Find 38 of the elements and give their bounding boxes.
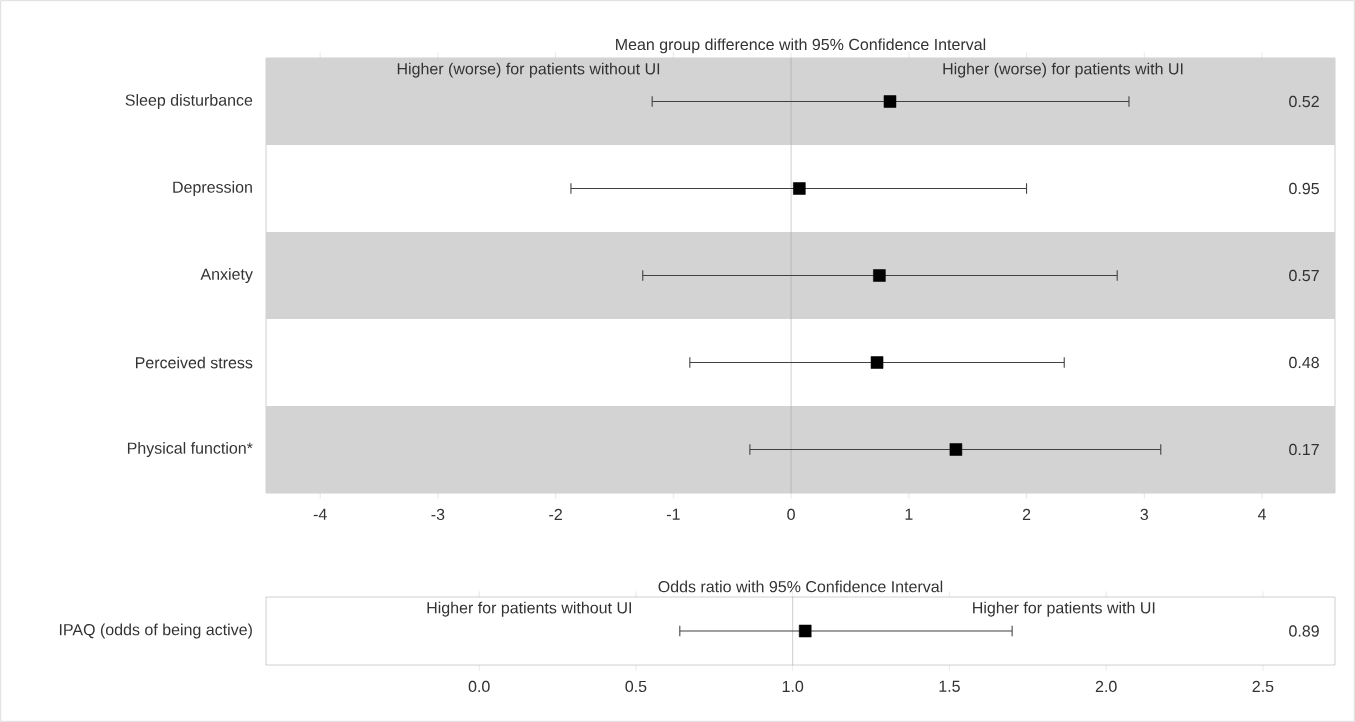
point	[870, 356, 884, 369]
x-tick-label: 2.0	[1095, 680, 1117, 693]
x-tick-label: 1.5	[939, 680, 960, 692]
chart-title: Odds ratio with 95% Confidence Interval	[658, 580, 943, 593]
x-tick-label: 2	[1022, 508, 1031, 520]
point	[883, 95, 897, 108]
y-tick-label: IPAQ (odds of being active)	[59, 623, 252, 639]
y-tick-label: Sleep disturbance	[125, 94, 253, 109]
chart-title: Mean group difference with 95% Confidence Interval	[616, 38, 986, 54]
annotation: 0.89	[1289, 625, 1319, 637]
y-tick-label: Physical function*	[127, 442, 253, 457]
x-tick-label: 0	[787, 508, 795, 521]
x-tick-label: -3	[431, 508, 445, 521]
x-tick-label: 1	[905, 508, 913, 520]
x-tick-label: 0.0	[468, 680, 490, 693]
annotation: 0.95	[1289, 182, 1319, 195]
annotation: 0.57	[1289, 269, 1319, 282]
annotation: Higher (worse) for patients with UI	[943, 62, 1183, 78]
x-tick-label: 0.5	[625, 680, 647, 693]
y-tick-label: Depression	[173, 181, 252, 196]
annotation: Higher for patients with UI	[973, 601, 1155, 617]
point	[793, 182, 806, 195]
x-tick-label: 1.0	[782, 680, 804, 693]
y-tick-label: Perceived stress	[135, 356, 253, 369]
x-tick-label: -2	[549, 508, 562, 520]
x-tick-label: 2.5	[1252, 680, 1274, 693]
annotation: 0.52	[1289, 95, 1319, 108]
point	[873, 269, 886, 282]
annotation: Higher for patients without UI	[427, 601, 631, 617]
annotation: 0.17	[1289, 443, 1319, 456]
x-tick-label: 3	[1140, 508, 1149, 521]
annotation: Higher (worse) for patients without UI	[397, 62, 660, 78]
annotation: 0.48	[1289, 356, 1319, 369]
x-tick-label: 4	[1257, 508, 1266, 520]
x-tick-label: -1	[666, 508, 680, 520]
point	[949, 443, 963, 456]
y-tick-label: Anxiety	[200, 268, 253, 283]
x-tick-label: -4	[313, 508, 327, 520]
